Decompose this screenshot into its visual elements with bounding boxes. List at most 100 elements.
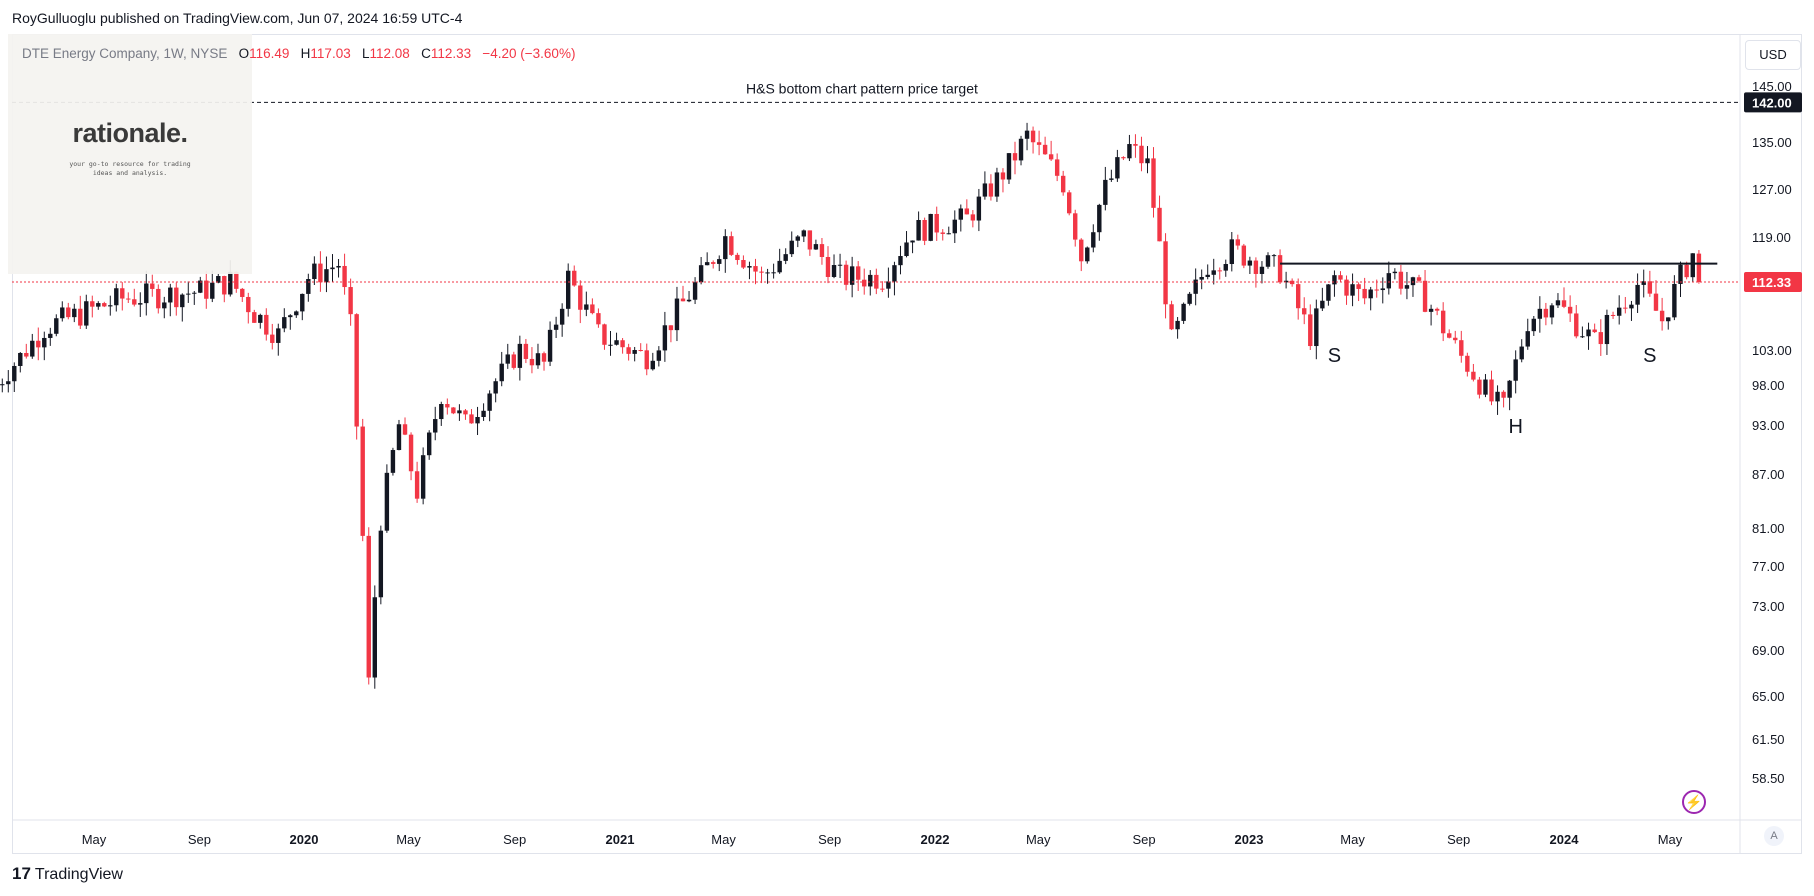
candle-body: [1036, 142, 1042, 145]
candle-body: [620, 340, 625, 348]
price-tick-label: 73.00: [1752, 599, 1785, 614]
candle-body: [783, 254, 788, 261]
candle-body: [934, 213, 939, 233]
candle-body: [1326, 284, 1331, 301]
candle-body: [433, 419, 438, 433]
candle-body: [1404, 285, 1410, 289]
price-axis-labels: 142.00 112.33: [1744, 92, 1802, 292]
candle-body: [1121, 157, 1126, 159]
candle-body: [198, 280, 203, 293]
lightning-icon[interactable]: ⚡: [1682, 790, 1706, 814]
candle-body: [1567, 306, 1573, 314]
candle-body: [252, 312, 257, 323]
auto-scale-button[interactable]: A: [1764, 826, 1784, 846]
candle-body: [674, 298, 680, 331]
candle-body: [717, 259, 722, 264]
candle-body: [1616, 307, 1622, 316]
candle-body: [686, 299, 692, 302]
candle-body: [1672, 283, 1677, 318]
time-tick-label: 2020: [290, 832, 319, 847]
candle-body: [928, 213, 933, 241]
candle-body: [72, 308, 77, 318]
candle-body: [807, 230, 813, 250]
candle-body: [210, 282, 215, 299]
candle-body: [1193, 279, 1198, 294]
candle-body: [234, 271, 239, 289]
candle-body: [396, 424, 402, 451]
candle-body: [1241, 245, 1247, 266]
candle-body: [632, 350, 637, 354]
currency-button[interactable]: USD: [1745, 40, 1801, 70]
price-axis[interactable]: 145.00 135.00 127.00 119.00 103.00 98.00 93.00…: [1752, 79, 1792, 786]
candle-body: [1006, 153, 1012, 180]
candle-body: [535, 353, 541, 366]
candle-body: [795, 236, 800, 241]
candle-body: [246, 296, 251, 313]
candle-body: [366, 535, 371, 678]
candle-body: [1416, 277, 1422, 281]
candle-body: [662, 325, 668, 351]
pattern-label: H: [1508, 416, 1522, 438]
candle-body: [1592, 329, 1597, 333]
candle-body: [1477, 379, 1482, 395]
publisher-line: RoyGulluoglu published on TradingView.co…: [12, 10, 463, 26]
candle-body: [825, 257, 831, 277]
candle-body: [114, 288, 119, 306]
time-tick-label: May: [1340, 832, 1365, 847]
candle-body: [1555, 300, 1561, 306]
candle-body: [1690, 253, 1695, 278]
candle-body: [1073, 213, 1078, 240]
candle-body: [1610, 314, 1616, 316]
candle-body: [1410, 277, 1416, 286]
candle-body: [1428, 308, 1434, 312]
price-target-annotation: H&S bottom chart pattern price target: [746, 80, 978, 96]
candle-body: [90, 301, 95, 307]
candle-body: [1604, 314, 1610, 345]
candle-body: [1513, 359, 1518, 381]
last-price-label: 112.33: [1752, 275, 1791, 290]
candle-body: [168, 287, 173, 303]
candle-body: [1489, 379, 1494, 402]
candle-body: [1127, 144, 1132, 159]
candle-body: [1145, 158, 1150, 164]
candle-body: [378, 530, 384, 598]
rationale-logo-watermark: rationale. your go-to resource for tradi…: [8, 34, 252, 274]
candle-body: [150, 283, 155, 289]
candle-body: [952, 219, 957, 234]
candle-body: [1666, 317, 1671, 322]
candle-body: [1042, 144, 1048, 155]
candle-body: [288, 315, 293, 318]
price-tick-label: 81.00: [1752, 521, 1785, 536]
candle-body: [174, 287, 179, 308]
pattern-labels: S H S: [1328, 345, 1657, 438]
candle-body: [892, 265, 897, 282]
candle-body: [342, 265, 347, 288]
candle-body: [922, 220, 927, 241]
candle-body: [849, 266, 855, 285]
candle-body: [880, 288, 885, 290]
candle-body: [463, 410, 468, 415]
legend-open-label: O: [238, 46, 250, 61]
candle-body: [12, 365, 17, 382]
candle-body: [1259, 266, 1265, 274]
candle-body: [765, 272, 770, 274]
candle-body: [1181, 303, 1186, 321]
candle-body: [54, 318, 59, 334]
candle-body: [469, 414, 474, 424]
candle-body: [1211, 270, 1216, 275]
candle-body: [138, 303, 143, 305]
candle-body: [1060, 175, 1066, 193]
candle-body: [108, 305, 113, 307]
candle-body: [771, 272, 776, 274]
time-tick-label: May: [1026, 832, 1051, 847]
candle-body: [1580, 336, 1585, 338]
candle-body: [6, 381, 11, 385]
candle-body: [1253, 260, 1259, 274]
time-axis[interactable]: May Sep 2020 May Sep 2021 May Sep 2022 May Sep 2023…: [82, 832, 1683, 847]
candle-body: [547, 329, 553, 362]
candle-body: [753, 266, 758, 272]
candle-body: [1277, 255, 1283, 283]
candle-body: [1380, 288, 1385, 291]
candle-body: [60, 307, 65, 319]
